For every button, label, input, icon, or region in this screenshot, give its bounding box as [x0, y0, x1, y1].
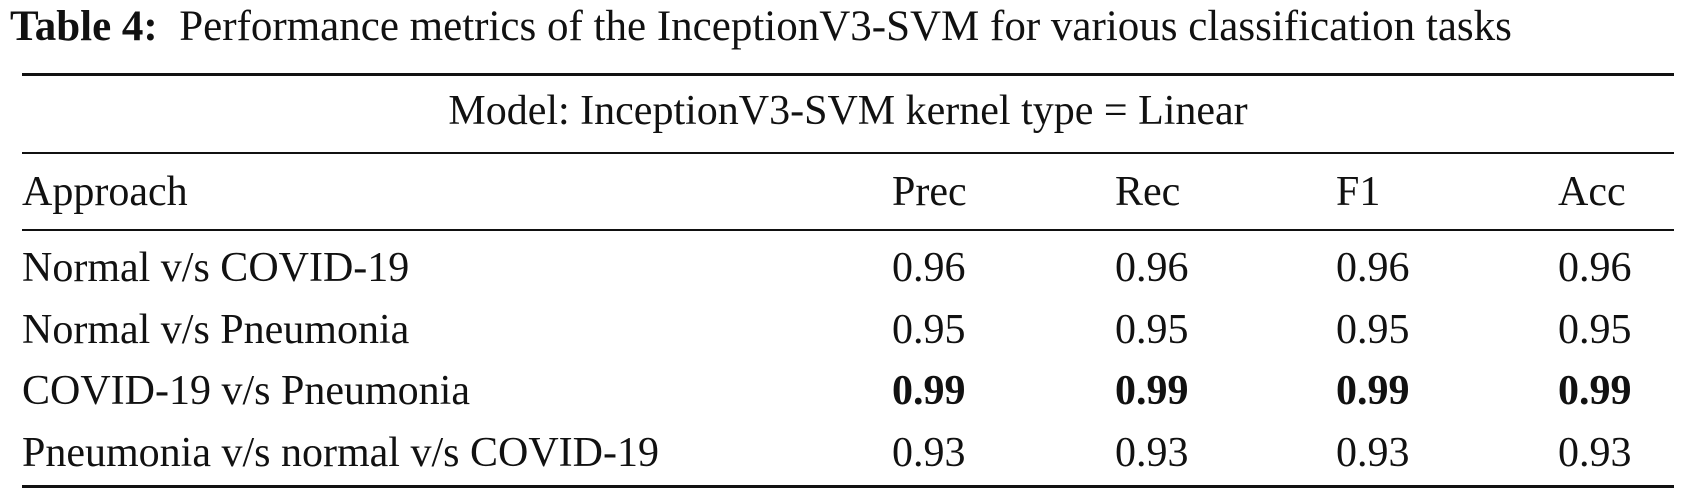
cell-f1: 0.95 [1336, 307, 1410, 353]
cell-prec: 0.93 [892, 430, 966, 476]
table-row: Pneumonia v/s normal v/s COVID-19 0.93 0… [22, 425, 1674, 481]
header-prec: Prec [892, 169, 967, 215]
cell-rec: 0.95 [1115, 307, 1189, 353]
bottom-rule [22, 485, 1674, 488]
cell-f1: 0.93 [1336, 430, 1410, 476]
cell-approach: Normal v/s Pneumonia [22, 307, 410, 353]
cell-prec: 0.96 [892, 245, 966, 291]
cell-prec: 0.99 [892, 368, 966, 414]
header-acc: Acc [1558, 169, 1626, 215]
cell-rec: 0.99 [1115, 368, 1189, 414]
table-row: Normal v/s Pneumonia 0.95 0.95 0.95 0.95 [22, 302, 1674, 358]
cell-approach: COVID-19 v/s Pneumonia [22, 368, 470, 414]
header-rule [22, 229, 1674, 231]
table-row: Normal v/s COVID-19 0.96 0.96 0.96 0.96 [22, 240, 1674, 296]
cell-rec: 0.96 [1115, 245, 1189, 291]
cell-acc: 0.96 [1558, 245, 1632, 291]
cell-approach: Normal v/s COVID-19 [22, 245, 410, 291]
cell-acc: 0.95 [1558, 307, 1632, 353]
cell-f1: 0.96 [1336, 245, 1410, 291]
header-rec: Rec [1115, 169, 1181, 215]
cell-approach: Pneumonia v/s normal v/s COVID-19 [22, 430, 659, 476]
cell-prec: 0.95 [892, 307, 966, 353]
header-f1: F1 [1336, 169, 1381, 215]
cell-rec: 0.93 [1115, 430, 1189, 476]
header-row: Approach Prec Rec F1 Acc [22, 164, 1674, 220]
table-caption: Table 4: Performance metrics of the Ince… [10, 2, 1680, 52]
header-approach: Approach [22, 169, 188, 215]
table-row: COVID-19 v/s Pneumonia 0.99 0.99 0.99 0.… [22, 363, 1674, 419]
model-rule [22, 152, 1674, 154]
caption-label: Table 4: [10, 3, 158, 50]
cell-acc: 0.99 [1558, 368, 1632, 414]
cell-acc: 0.93 [1558, 430, 1632, 476]
caption-text: Performance metrics of the InceptionV3-S… [179, 3, 1512, 50]
model-line: Model: InceptionV3-SVM kernel type = Lin… [448, 88, 1248, 134]
top-rule [22, 73, 1674, 76]
cell-f1: 0.99 [1336, 368, 1410, 414]
